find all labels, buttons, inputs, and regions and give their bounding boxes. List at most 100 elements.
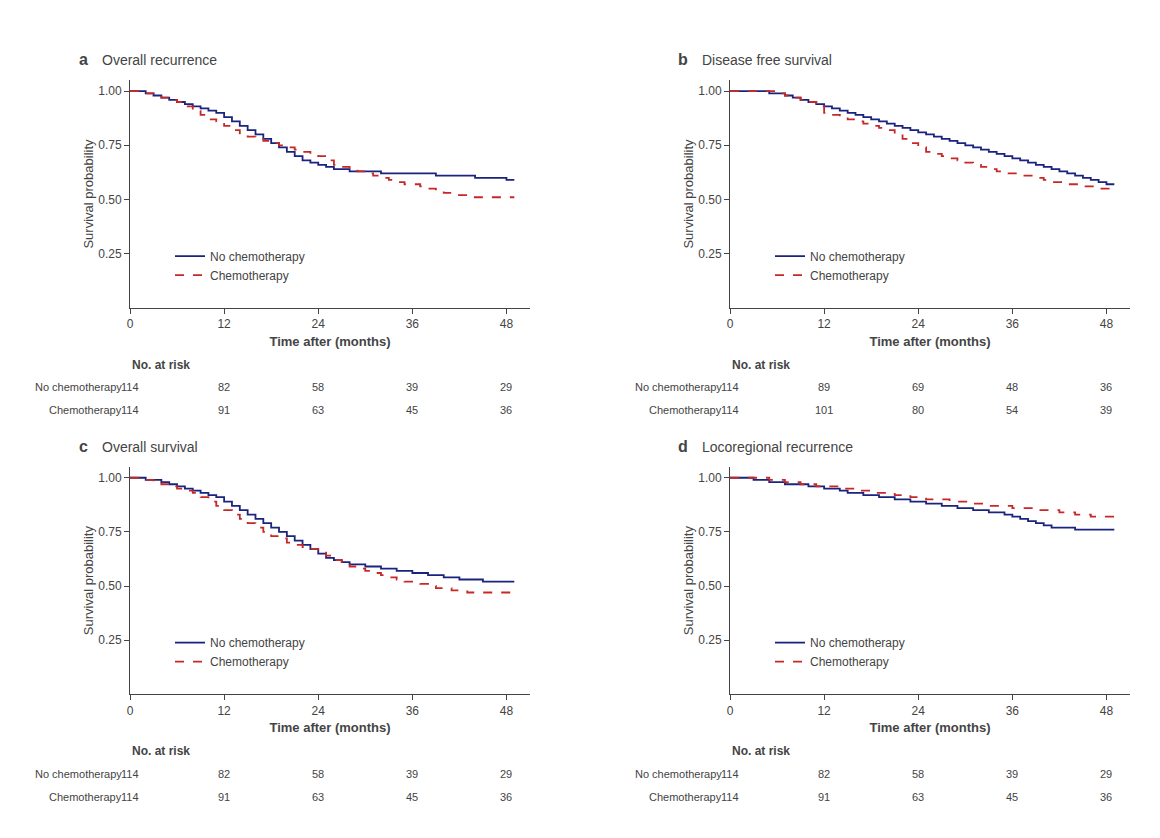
- svg-text:45: 45: [406, 791, 418, 803]
- svg-text:Chemotherapy: Chemotherapy: [49, 404, 122, 416]
- svg-text:0: 0: [127, 704, 134, 718]
- svg-text:No. at risk: No. at risk: [732, 358, 790, 372]
- svg-text:29: 29: [1100, 768, 1112, 780]
- svg-text:89: 89: [818, 381, 830, 393]
- svg-text:48: 48: [1100, 704, 1114, 718]
- svg-text:No chemotherapy: No chemotherapy: [35, 381, 122, 393]
- svg-text:39: 39: [406, 768, 418, 780]
- svg-text:36: 36: [500, 404, 512, 416]
- svg-text:54: 54: [1006, 404, 1018, 416]
- svg-text:0: 0: [127, 317, 134, 331]
- svg-text:0.50: 0.50: [98, 579, 122, 593]
- svg-text:101: 101: [815, 404, 833, 416]
- svg-text:No chemotherapy: No chemotherapy: [810, 636, 905, 650]
- svg-text:82: 82: [218, 381, 230, 393]
- svg-text:114: 114: [121, 791, 139, 803]
- svg-text:36: 36: [1100, 381, 1112, 393]
- svg-text:Survival probability: Survival probability: [681, 139, 696, 249]
- svg-text:No chemotherapy: No chemotherapy: [210, 250, 305, 264]
- svg-text:Time after (months): Time after (months): [869, 720, 990, 735]
- svg-text:48: 48: [500, 704, 514, 718]
- svg-text:0.50: 0.50: [698, 579, 722, 593]
- svg-text:b: b: [678, 51, 688, 68]
- svg-text:82: 82: [818, 768, 830, 780]
- svg-text:12: 12: [217, 317, 231, 331]
- svg-text:63: 63: [312, 791, 324, 803]
- svg-text:80: 80: [912, 404, 924, 416]
- svg-text:Time after (months): Time after (months): [269, 334, 390, 349]
- svg-text:Survival probability: Survival probability: [81, 526, 96, 636]
- svg-text:Overall recurrence: Overall recurrence: [102, 52, 217, 68]
- svg-text:1.00: 1.00: [698, 84, 722, 98]
- svg-text:36: 36: [406, 317, 420, 331]
- svg-text:63: 63: [312, 404, 324, 416]
- svg-text:Chemotherapy: Chemotherapy: [810, 655, 889, 669]
- svg-text:Time after (months): Time after (months): [269, 720, 390, 735]
- svg-text:0: 0: [727, 317, 734, 331]
- svg-text:0.25: 0.25: [698, 247, 722, 261]
- svg-text:Chemotherapy: Chemotherapy: [49, 791, 122, 803]
- svg-text:29: 29: [500, 768, 512, 780]
- svg-text:1.00: 1.00: [98, 84, 122, 98]
- svg-text:82: 82: [218, 768, 230, 780]
- svg-text:58: 58: [312, 381, 324, 393]
- svg-text:69: 69: [912, 381, 924, 393]
- svg-text:No chemotherapy: No chemotherapy: [810, 250, 905, 264]
- svg-text:48: 48: [1006, 381, 1018, 393]
- svg-text:114: 114: [121, 768, 139, 780]
- svg-text:36: 36: [500, 791, 512, 803]
- svg-text:0.50: 0.50: [98, 193, 122, 207]
- svg-text:0.75: 0.75: [98, 138, 122, 152]
- svg-text:1.00: 1.00: [698, 471, 722, 485]
- svg-text:39: 39: [1100, 404, 1112, 416]
- svg-text:12: 12: [217, 704, 231, 718]
- svg-text:45: 45: [406, 404, 418, 416]
- svg-text:0.25: 0.25: [698, 633, 722, 647]
- svg-text:114: 114: [721, 404, 739, 416]
- svg-text:48: 48: [1100, 317, 1114, 331]
- svg-text:No chemotherapy: No chemotherapy: [35, 768, 122, 780]
- svg-text:0: 0: [727, 704, 734, 718]
- svg-text:0.75: 0.75: [98, 525, 122, 539]
- svg-text:Chemotherapy: Chemotherapy: [210, 269, 289, 283]
- svg-text:91: 91: [818, 791, 830, 803]
- svg-text:Disease free survival: Disease free survival: [702, 52, 832, 68]
- svg-text:24: 24: [312, 317, 326, 331]
- svg-text:12: 12: [817, 704, 831, 718]
- svg-text:114: 114: [721, 791, 739, 803]
- svg-text:Chemotherapy: Chemotherapy: [649, 404, 722, 416]
- svg-text:24: 24: [912, 704, 926, 718]
- svg-text:No. at risk: No. at risk: [132, 744, 190, 758]
- svg-text:39: 39: [1006, 768, 1018, 780]
- svg-text:45: 45: [1006, 791, 1018, 803]
- svg-text:114: 114: [721, 381, 739, 393]
- svg-text:36: 36: [406, 704, 420, 718]
- svg-text:114: 114: [721, 768, 739, 780]
- svg-text:91: 91: [218, 791, 230, 803]
- svg-text:Locoregional recurrence: Locoregional recurrence: [702, 439, 853, 455]
- svg-text:0.75: 0.75: [698, 525, 722, 539]
- svg-text:Chemotherapy: Chemotherapy: [210, 655, 289, 669]
- svg-text:Chemotherapy: Chemotherapy: [649, 791, 722, 803]
- svg-text:No. at risk: No. at risk: [732, 744, 790, 758]
- svg-text:114: 114: [121, 404, 139, 416]
- svg-text:36: 36: [1006, 317, 1020, 331]
- svg-text:91: 91: [218, 404, 230, 416]
- svg-text:0.50: 0.50: [698, 193, 722, 207]
- svg-text:48: 48: [500, 317, 514, 331]
- svg-text:36: 36: [1100, 791, 1112, 803]
- svg-text:a: a: [79, 51, 88, 68]
- svg-text:1.00: 1.00: [98, 471, 122, 485]
- svg-text:Survival probability: Survival probability: [681, 526, 696, 636]
- svg-text:39: 39: [406, 381, 418, 393]
- svg-text:29: 29: [500, 381, 512, 393]
- svg-text:58: 58: [912, 768, 924, 780]
- svg-text:No chemotherapy: No chemotherapy: [635, 381, 722, 393]
- svg-text:114: 114: [121, 381, 139, 393]
- svg-text:No. at risk: No. at risk: [132, 358, 190, 372]
- svg-text:Survival probability: Survival probability: [81, 139, 96, 249]
- svg-text:Time after (months): Time after (months): [869, 334, 990, 349]
- svg-text:0.25: 0.25: [98, 247, 122, 261]
- svg-text:Overall survival: Overall survival: [102, 439, 198, 455]
- svg-text:58: 58: [312, 768, 324, 780]
